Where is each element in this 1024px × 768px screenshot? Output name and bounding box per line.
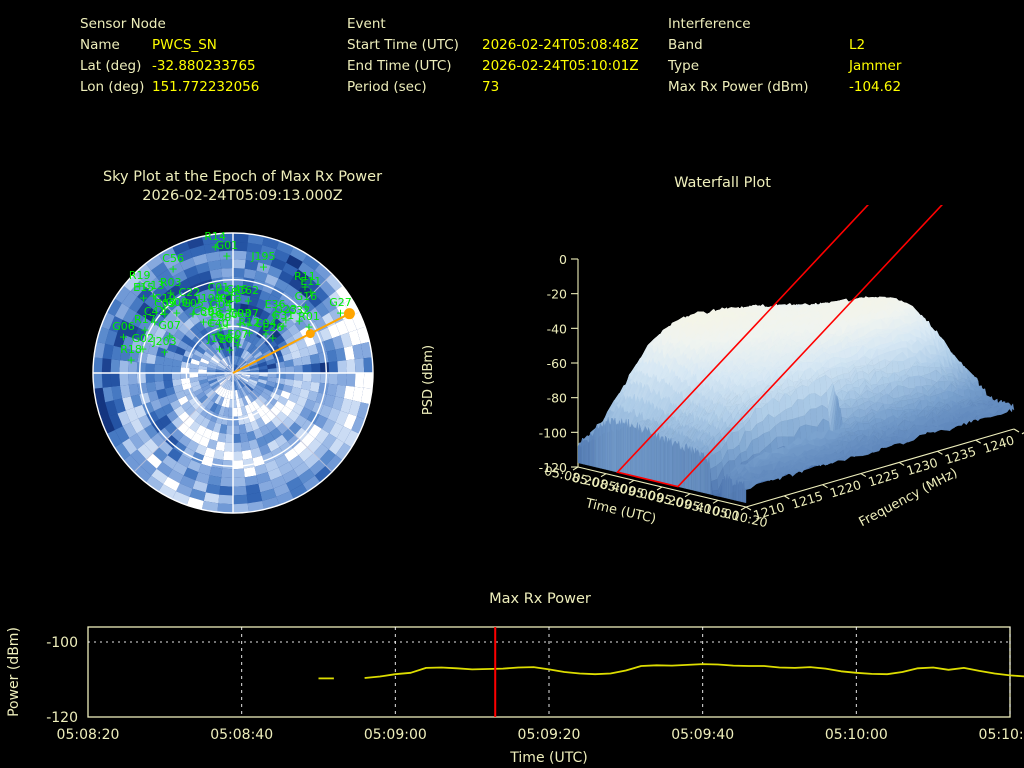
event-start-time-label: Start Time (UTC): [347, 37, 459, 53]
sky-plot[interactable]: + R14 + C56 + G01 + J195 + E11 + G27 + C41 + C09 + R17 + G0…: [88, 228, 378, 518]
waterfall-frequency-tick: 1210: [751, 499, 786, 523]
interference-band-value: L2: [849, 37, 866, 53]
power-plot-x-tick: 05:09:40: [671, 727, 734, 743]
power-plot-y-axis-label: Power (dBm): [6, 627, 22, 717]
interference-max-rx-power-value: -104.62: [849, 79, 902, 95]
sky-plot-title: Sky Plot at the Epoch of Max Rx Power 20…: [102, 169, 383, 204]
sensor-name-value: PWCS_SN: [152, 37, 217, 53]
waterfall-plot[interactable]: 0 -20 -40 -60 -80 -100 -120 PSD (dBm) 05:08:20 05…: [410, 205, 1024, 550]
waterfall-frequency-tick: 1240: [981, 432, 1016, 456]
event-end-time-label: End Time (UTC): [347, 58, 452, 74]
interference-type-label: Type: [668, 58, 700, 74]
waterfall-psd-tick: -40: [547, 321, 567, 336]
sensor-node-row-name: Name PWCS_SN: [80, 35, 259, 56]
interference-row-type: Type Jammer: [668, 56, 901, 77]
interference-row-band: Band L2: [668, 35, 901, 56]
sky-plot-canvas: [92, 232, 374, 514]
waterfall-psd-axis-label: PSD (dBm): [421, 345, 436, 415]
event-period-label: Period (sec): [347, 79, 427, 95]
max-rx-power-title: Max Rx Power: [489, 591, 591, 607]
sensor-lon-value: 151.772232056: [152, 79, 260, 95]
sensor-lat-value: -32.880233765: [152, 58, 256, 74]
sensor-lat-label: Lat (deg): [80, 58, 142, 74]
event-row-end-time: End Time (UTC) 2026-02-24T05:10:01Z: [347, 56, 639, 77]
sensor-node-row-lat: Lat (deg) -32.880233765: [80, 56, 259, 77]
sensor-name-label: Name: [80, 37, 120, 53]
interference-type-value: Jammer: [849, 58, 902, 74]
max-rx-power-chart[interactable]: 05:08:20 05:08:40 05:09:00 05:09:20 05:09:40…: [0, 585, 1024, 768]
power-plot-x-tick: 05:09:20: [518, 727, 581, 743]
power-plot-x-tick: 05:08:40: [210, 727, 273, 743]
power-plot-series: [364, 663, 1024, 679]
waterfall-psd-tick: -20: [547, 287, 567, 302]
event-row-period: Period (sec) 73: [347, 77, 639, 98]
waterfall-frequency-tick: 1245: [1019, 421, 1024, 445]
waterfall-psd-tick: -60: [547, 356, 567, 371]
event-start-time-value: 2026-02-24T05:08:48Z: [482, 37, 639, 53]
interference-band-label: Band: [668, 37, 703, 53]
sensor-lon-label: Lon (deg): [80, 79, 145, 95]
interference-info: Interference Band L2 Type Jammer Max Rx Po…: [668, 14, 901, 98]
event-info: Event Start Time (UTC) 2026-02-24T05:08:4…: [347, 14, 639, 98]
waterfall-frequency-tick: 1225: [866, 466, 901, 490]
sensor-node-heading: Sensor Node: [80, 16, 166, 32]
waterfall-psd-tick: -120: [539, 460, 567, 475]
interference-max-rx-power-label: Max Rx Power (dBm): [668, 79, 809, 95]
max-rx-power-canvas: 05:08:20 05:08:40 05:09:00 05:09:20 05:09:40…: [6, 626, 1024, 766]
sensor-node-info: Sensor Node Name PWCS_SN Lat (deg) -32.880…: [80, 14, 259, 98]
interference-row-max-rx-power: Max Rx Power (dBm) -104.62: [668, 77, 901, 98]
power-plot-x-tick: 05:10:20: [979, 727, 1024, 743]
event-row-start-time: Start Time (UTC) 2026-02-24T05:08:48Z: [347, 35, 639, 56]
waterfall-frequency-tick: 1220: [828, 477, 863, 501]
event-end-time-value: 2026-02-24T05:10:01Z: [482, 58, 639, 74]
sensor-node-row-lon: Lon (deg) 151.772232056: [80, 77, 259, 98]
waterfall-frequency-tick: 1235: [943, 444, 978, 468]
interference-heading: Interference: [668, 16, 751, 32]
waterfall-plot-title: Waterfall Plot: [674, 175, 771, 191]
power-plot-y-tick: -100: [46, 635, 78, 651]
waterfall-psd-tick: -100: [539, 425, 567, 440]
waterfall-psd-tick: 0: [559, 252, 567, 267]
waterfall-psd-tick: -80: [547, 391, 567, 406]
power-plot-x-tick: 05:09:00: [364, 727, 427, 743]
power-plot-y-tick: -120: [46, 710, 78, 726]
power-plot-x-tick: 05:10:00: [825, 727, 888, 743]
power-plot-x-tick: 05:08:20: [57, 727, 120, 743]
power-plot-x-axis-label: Time (UTC): [509, 750, 587, 766]
waterfall-frequency-tick: 1215: [790, 488, 825, 512]
event-period-value: 73: [482, 79, 500, 95]
event-heading: Event: [347, 16, 386, 32]
